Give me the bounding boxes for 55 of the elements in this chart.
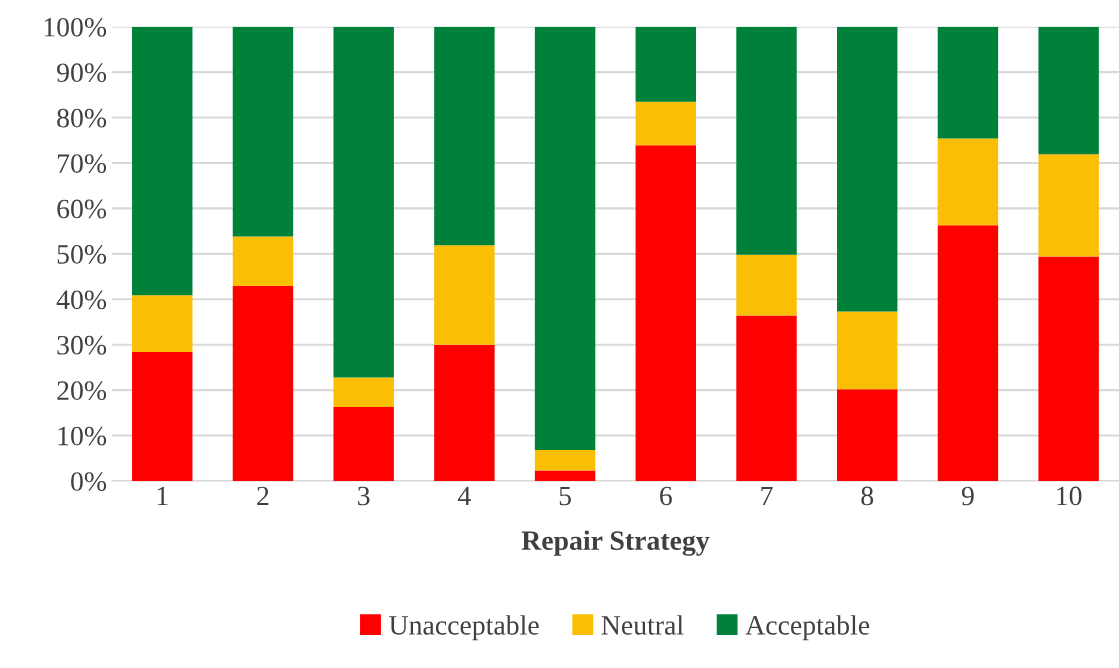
y-tick-label: 30% [57, 335, 107, 355]
bar [434, 344, 495, 481]
bar [333, 377, 394, 407]
bar [837, 26, 898, 312]
legend-label: Unacceptable [389, 615, 539, 641]
x-axis-title: Repair Strategy [521, 530, 710, 556]
bar [635, 101, 697, 146]
bar [132, 26, 193, 296]
bar [1038, 26, 1099, 155]
y-tick-label: 100% [44, 17, 107, 37]
legend-label: Acceptable [745, 615, 870, 641]
bar [434, 26, 495, 246]
y-tick-label: 60% [57, 199, 107, 219]
bar [132, 351, 193, 481]
legend-label: Neutral [601, 615, 684, 635]
bar [534, 470, 596, 481]
x-tick-label: 5 [559, 486, 571, 506]
x-tick-label: 4 [457, 486, 471, 506]
bar [736, 26, 797, 255]
bar [736, 315, 797, 481]
bar [434, 245, 495, 345]
bar [132, 295, 193, 352]
x-tick-label: 3 [358, 486, 370, 506]
bar [534, 26, 596, 451]
bar [837, 389, 898, 481]
y-tick-label: 10% [58, 426, 107, 446]
bar [937, 26, 999, 139]
x-tick-label: 8 [861, 486, 874, 506]
x-tick-label: 2 [257, 486, 269, 506]
bar [333, 406, 394, 481]
bar [534, 450, 596, 471]
bar [232, 286, 294, 481]
x-tick-label: 6 [660, 486, 672, 506]
bar [1038, 256, 1099, 481]
y-tick-label: 40% [56, 290, 107, 310]
x-tick-label: 7 [761, 486, 773, 506]
bar [736, 254, 797, 316]
bar [333, 26, 394, 378]
y-tick-label: 0% [71, 472, 107, 491]
bar [232, 26, 294, 237]
bar [232, 236, 294, 287]
bar [635, 26, 697, 102]
bar [837, 311, 898, 390]
y-tick-label: 20% [57, 381, 107, 401]
bar [937, 225, 999, 481]
y-tick-label: 80% [57, 108, 107, 128]
x-tick-label: 9 [961, 486, 974, 506]
bar [937, 138, 999, 226]
x-tick-label: 1 [157, 486, 168, 506]
x-tick-label: 10 [1057, 486, 1082, 506]
y-tick-label: 50% [57, 245, 107, 264]
y-tick-label: 70% [57, 154, 107, 173]
bar [635, 145, 697, 481]
y-tick-label: 90% [57, 63, 107, 83]
bar [1038, 154, 1099, 257]
